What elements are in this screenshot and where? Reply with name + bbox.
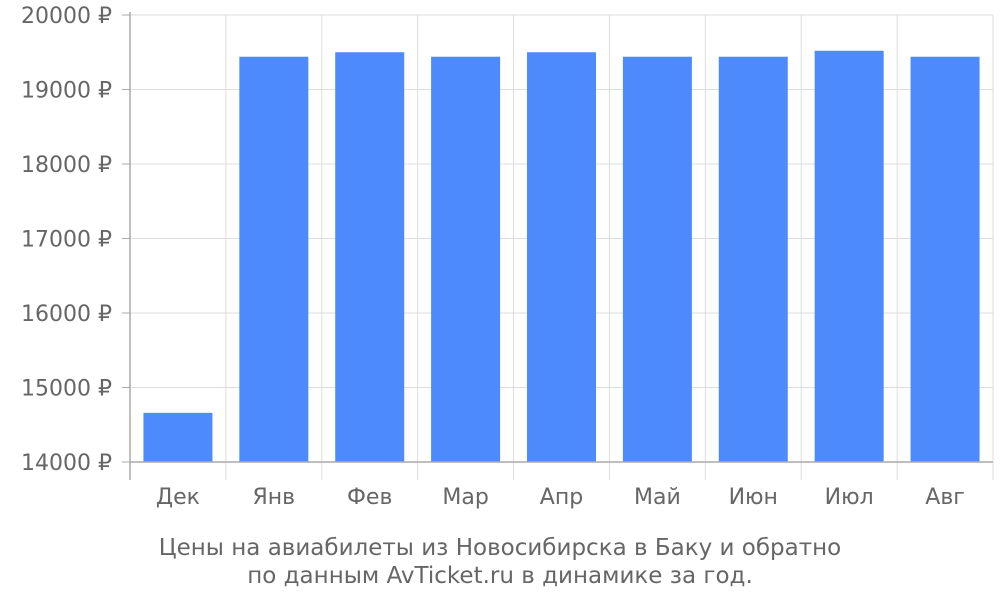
bar xyxy=(431,56,501,462)
x-tick-label: Фев xyxy=(347,485,392,510)
y-tick-label: 17000 ₽ xyxy=(21,228,112,253)
chart-caption-line-1: Цены на авиабилеты из Новосибирска в Бак… xyxy=(158,535,842,561)
x-tick-label: Июл xyxy=(825,485,874,510)
bars xyxy=(143,50,980,462)
x-tick-label: Мар xyxy=(442,485,488,510)
y-tick-label: 18000 ₽ xyxy=(21,153,112,178)
x-tick-label: Дек xyxy=(156,485,200,510)
x-tick-label: Июн xyxy=(729,485,778,510)
bar xyxy=(622,56,692,462)
y-tick-label: 15000 ₽ xyxy=(21,377,112,402)
bar xyxy=(910,56,980,462)
bar xyxy=(527,52,596,462)
x-tick-label: Авг xyxy=(925,485,965,510)
x-tick-label: Май xyxy=(634,485,681,510)
bar xyxy=(143,412,213,462)
bar xyxy=(814,50,884,462)
bar xyxy=(718,56,788,462)
bar xyxy=(239,56,309,462)
x-tick-label: Янв xyxy=(253,485,296,510)
y-tick-label: 20000 ₽ xyxy=(21,4,112,29)
y-tick-label: 14000 ₽ xyxy=(21,451,112,476)
y-tick-label: 16000 ₽ xyxy=(21,302,112,327)
bar xyxy=(335,52,405,462)
x-tick-label: Апр xyxy=(540,485,583,510)
axes xyxy=(122,12,994,480)
tick-labels: 14000 ₽ 15000 ₽ 16000 ₽ 17000 ₽ 18000 ₽ 19000… xyxy=(21,4,965,510)
y-tick-label: 19000 ₽ xyxy=(21,79,112,104)
chart-caption-line-2: по данным AvTicket.ru в динамике за год. xyxy=(247,563,753,589)
